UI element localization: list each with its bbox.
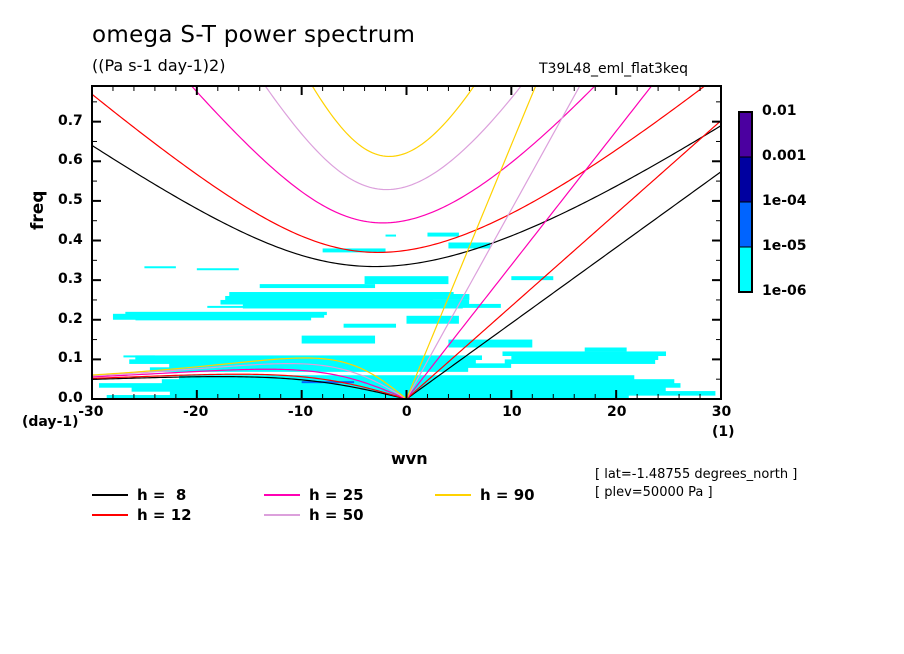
- legend-swatch: [264, 514, 300, 516]
- kelvin-curve-h8: [406, 171, 721, 399]
- shading-band: [149, 367, 469, 372]
- er-curve-h50: [92, 362, 407, 399]
- colorbar-segment: [738, 156, 753, 203]
- ig-curve-h8: [92, 125, 721, 268]
- kelvin-curve-h50: [405, 86, 581, 399]
- shading-band: [131, 387, 666, 392]
- latitude-annotation: [ lat=-1.48755 degrees_north ]: [595, 467, 798, 482]
- colorbar-level-label: 1e-04: [762, 193, 807, 209]
- chart-title: omega S-T power spectrum: [92, 22, 416, 48]
- y-tick-label: 0.4: [58, 231, 83, 248]
- x-axis-units: (1): [712, 424, 735, 440]
- shading-band: [169, 391, 716, 396]
- x-tick-label: -10: [287, 404, 314, 420]
- kelvin-curve-h12: [406, 120, 721, 399]
- shading-patch: [112, 313, 260, 320]
- y-axis-units: (day-1): [22, 414, 79, 430]
- x-axis-label: wvn: [391, 449, 428, 468]
- y-tick-label: 0.7: [58, 112, 83, 129]
- shading-patch: [427, 232, 459, 237]
- y-tick-label: 0.1: [58, 350, 83, 367]
- shading-patch: [364, 276, 449, 285]
- shading-band: [220, 299, 470, 305]
- shading-band: [161, 379, 675, 384]
- shading-patch: [584, 347, 627, 352]
- y-axis-label: freq: [28, 190, 48, 230]
- shading-band: [242, 303, 463, 309]
- er-curve-h12: [92, 373, 407, 399]
- power-shading: [98, 232, 716, 399]
- legend-label: h = 50: [309, 506, 364, 524]
- colorbar-level-label: 1e-05: [762, 238, 807, 254]
- legend-item: h = 25: [264, 486, 364, 504]
- legend-label: h = 90: [480, 486, 535, 504]
- y-tick-label: 0.2: [58, 310, 83, 327]
- legend-swatch: [264, 494, 300, 496]
- y-tick-label: 0.5: [58, 191, 83, 208]
- y-tick-label: 0.6: [58, 152, 83, 169]
- legend-item: h = 8: [92, 486, 186, 504]
- ig-curve-h90: [311, 86, 475, 158]
- y-tick-label: 0.3: [58, 271, 83, 288]
- colorbar-segment: [738, 246, 753, 293]
- colorbar-level-label: 0.01: [762, 103, 797, 119]
- legend-item: h = 90: [435, 486, 535, 504]
- colorbar-segment: [738, 111, 753, 158]
- legend-label: h = 12: [137, 506, 192, 524]
- colorbar-segment: [738, 201, 753, 248]
- kelvin-curve-h25: [406, 86, 653, 399]
- chart-subtitle: ((Pa s-1 day-1)2): [92, 56, 226, 75]
- er-curve-h8: [92, 376, 407, 399]
- shading-patch: [343, 323, 397, 328]
- axes-frame: [91, 85, 722, 400]
- plev-annotation: [ plev=50000 Pa ]: [595, 485, 713, 500]
- legend-label: h = 8: [137, 486, 187, 504]
- er-curve-h25: [92, 368, 407, 399]
- shading-patch: [207, 305, 344, 308]
- shading-band: [178, 375, 635, 380]
- shading-patch: [448, 339, 533, 348]
- shading-patch: [259, 284, 376, 289]
- shading-patch-level2: [301, 381, 355, 384]
- x-tick-label: 0: [401, 404, 412, 420]
- legend-swatch: [92, 494, 128, 496]
- shading-patch: [385, 234, 397, 237]
- shading-patch: [123, 355, 155, 358]
- shading-band: [125, 311, 327, 316]
- kelvin-curve-h90: [405, 86, 537, 399]
- legend-swatch: [92, 514, 128, 516]
- run-name: T39L48_eml_flat3keq: [539, 61, 689, 77]
- shading-patch: [511, 353, 617, 360]
- dispersion-curves: [92, 86, 721, 399]
- x-tick-label: 20: [606, 404, 627, 420]
- shading-patch: [322, 294, 470, 300]
- shading-band: [169, 363, 512, 368]
- colorbar: [738, 111, 753, 293]
- shading-band: [129, 359, 476, 364]
- colorbar-level-label: 0.001: [762, 148, 807, 164]
- shading-band: [504, 359, 656, 364]
- shading-patch: [511, 276, 554, 281]
- y-tick-label: 0.0: [58, 390, 83, 406]
- shading-patch: [196, 268, 239, 271]
- x-tick-label: 30: [711, 404, 732, 420]
- ig-curve-h50: [264, 86, 522, 191]
- ig-curve-h12: [92, 86, 706, 254]
- x-tick-label: -20: [183, 404, 209, 420]
- legend-label: h = 25: [309, 486, 364, 504]
- x-tick-label: -30: [78, 404, 104, 420]
- shading-patch: [144, 266, 176, 269]
- shading-patch: [301, 335, 376, 344]
- colorbar-frame: [738, 111, 753, 293]
- shading-band: [106, 395, 629, 399]
- legend-item: h = 12: [92, 506, 192, 524]
- legend-swatch: [435, 494, 471, 496]
- ig-curve-h25: [190, 86, 596, 224]
- x-tick-label: 10: [502, 404, 522, 420]
- colorbar-level-label: 1e-06: [762, 283, 807, 299]
- legend-item: h = 50: [264, 506, 364, 524]
- er-curve-h90: [92, 357, 407, 399]
- shading-patch: [406, 315, 459, 324]
